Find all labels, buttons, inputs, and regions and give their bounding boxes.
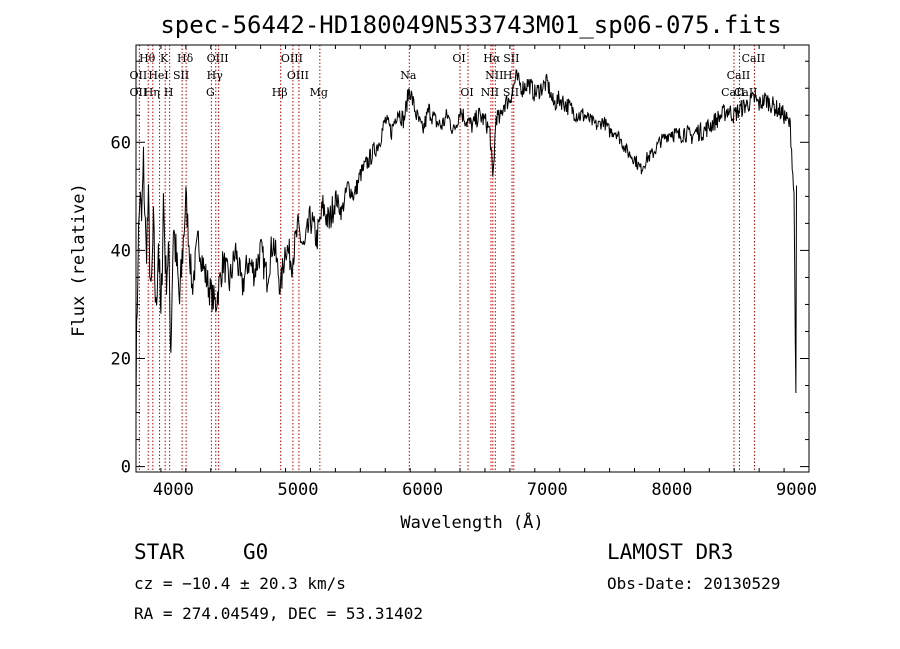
emission-line-label: SII (503, 86, 519, 99)
emission-line-label: OI (460, 86, 473, 99)
x-tick-label: 7000 (527, 480, 568, 500)
emission-line-label: Hη (144, 86, 160, 99)
emission-line-label: OIII (281, 52, 303, 65)
series-layer (135, 69, 797, 413)
emission-line-label: NII (481, 86, 499, 99)
emission-line-label: CaII (721, 86, 745, 99)
y-axis-label: Flux (relative) (69, 183, 89, 337)
object-subclass: G0 (243, 540, 268, 564)
emission-line-label: SII (173, 69, 189, 82)
emission-line-label: G (206, 86, 215, 99)
emission-line-label: OII (130, 69, 148, 82)
coordinates-info: RA = 274.04549, DEC = 53.31402 (134, 604, 423, 623)
emission-line-label: H (164, 86, 174, 99)
axis-ticks: 4000 5000 6000 7000 8000 9000 0 20 40 60 (111, 45, 817, 500)
emission-line-label: OIII (287, 69, 309, 82)
x-axis-label: Wavelength (Å) (400, 511, 543, 533)
plot-frame (135, 44, 810, 473)
emission-line-label: Hγ (207, 69, 224, 82)
emission-line-label: OII (130, 86, 148, 99)
survey-name: LAMOST DR3 (607, 540, 733, 564)
emission-line-label: NII (485, 69, 503, 82)
emission-line-label: Hθ (139, 52, 156, 65)
x-tick-label: 8000 (651, 480, 692, 500)
spectrum-line (135, 69, 797, 413)
chart-title: spec-56442-HD180049N533743M01_sp06-075.f… (160, 11, 781, 39)
redshift-info: cz = −10.4 ± 20.3 km/s (134, 574, 346, 593)
emission-line-label: Na (400, 69, 417, 82)
emission-line-label: HeI (148, 69, 168, 82)
emission-line-label: Mg (310, 86, 328, 99)
y-tick-label: 20 (111, 349, 131, 369)
emission-line-label: OI (452, 52, 465, 65)
x-tick-label: 4000 (153, 480, 194, 500)
emission-line-label: CaII (727, 69, 751, 82)
emission-line-label: H (503, 69, 513, 82)
emission-line-label: K (160, 52, 169, 65)
emission-line-label: Hβ (272, 86, 288, 99)
y-tick-label: 0 (121, 458, 131, 478)
emission-line-label: Hα (483, 52, 501, 65)
emission-line-label: Hδ (177, 52, 194, 65)
x-tick-label: 6000 (402, 480, 443, 500)
x-tick-label: 9000 (776, 480, 817, 500)
object-class: STAR (134, 540, 185, 564)
y-tick-label: 40 (111, 241, 131, 261)
observation-date: Obs-Date: 20130529 (607, 574, 780, 593)
emission-line-label: OIII (207, 52, 229, 65)
y-tick-label: 60 (111, 133, 131, 153)
emission-line-label: CaII (742, 52, 766, 65)
emission-line-label: SII (503, 52, 519, 65)
x-tick-label: 5000 (278, 480, 319, 500)
